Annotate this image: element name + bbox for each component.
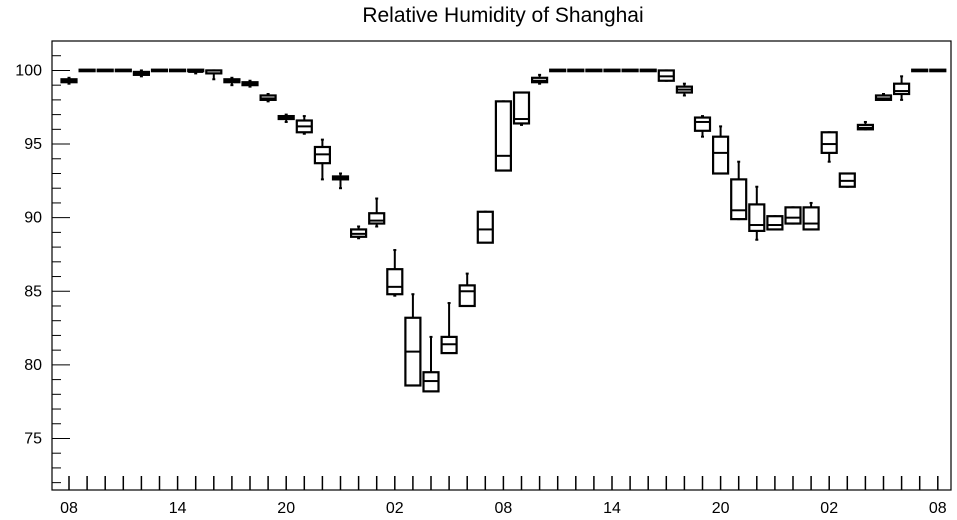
box-hour-10 [241, 79, 259, 88]
box-body [730, 178, 748, 221]
chart-title: Relative Humidity of Shanghai [362, 4, 644, 27]
x-tick-label: 02 [820, 500, 838, 517]
y-tick-label: 75 [24, 430, 42, 447]
box-hour-29 [585, 68, 603, 73]
box-body [368, 212, 386, 225]
box-body [784, 206, 802, 225]
box-hour-30 [603, 68, 621, 73]
box-hour-42 [820, 131, 838, 163]
box-hour-33 [657, 69, 675, 82]
box-hour-3 [114, 68, 132, 73]
box-body [892, 82, 911, 96]
box-hour-23 [476, 210, 494, 244]
box-hour-13 [295, 115, 313, 135]
boxes-layer [60, 68, 947, 393]
y-tick-label: 80 [24, 357, 42, 374]
box-hour-19 [404, 293, 422, 387]
box-hour-36 [711, 125, 730, 175]
box-hour-39 [766, 215, 784, 231]
box-body [766, 215, 784, 231]
box-hour-43 [838, 172, 856, 188]
box-body [748, 203, 766, 233]
box-body [458, 284, 476, 308]
box-hour-12 [277, 113, 295, 123]
x-tick-label: 08 [60, 500, 78, 517]
box-body [820, 131, 838, 154]
axes-layer: 75 80 85 90 95 100 08 14 20 02 08 14 20 02 08 [15, 40, 952, 517]
y-tick-label: 100 [15, 62, 42, 79]
box-hour-37 [730, 160, 748, 221]
box-hour-7 [187, 68, 205, 75]
box-body [512, 91, 531, 125]
box-hour-27 [549, 68, 567, 73]
box-hour-1 [78, 68, 96, 73]
box-body [693, 116, 712, 132]
box-hour-15 [331, 172, 350, 190]
x-tick-label: 14 [603, 500, 621, 517]
x-tick-label: 02 [386, 500, 404, 517]
box-hour-17 [368, 197, 386, 228]
box-hour-16 [350, 225, 368, 240]
box-hour-41 [802, 201, 820, 231]
box-hour-18 [386, 249, 404, 297]
box-hour-28 [567, 68, 585, 73]
box-hour-38 [748, 185, 766, 241]
box-hour-31 [621, 68, 639, 73]
x-tick-label: 20 [712, 500, 730, 517]
box-hour-44 [856, 120, 875, 131]
box-hour-47 [911, 68, 929, 73]
box-hour-32 [639, 68, 657, 73]
plot-frame [51, 40, 952, 491]
box-hour-46 [892, 75, 911, 101]
box-hour-48 [929, 68, 947, 73]
box-hour-20 [422, 335, 440, 393]
x-tick-label: 20 [277, 500, 295, 517]
box-hour-26 [530, 73, 549, 85]
box-body [386, 268, 404, 296]
box-hour-35 [693, 115, 712, 138]
box-hour-5 [150, 68, 169, 73]
box-hour-21 [440, 302, 458, 355]
x-tick-label: 14 [169, 500, 187, 517]
box-hour-25 [512, 91, 531, 126]
box-hour-6 [169, 68, 187, 73]
box-hour-4 [132, 69, 150, 78]
box-body [476, 210, 494, 244]
box-hour-14 [313, 138, 331, 181]
box-body [711, 135, 730, 175]
box-body [802, 206, 820, 231]
x-tick-label: 08 [495, 500, 513, 517]
box-hour-40 [784, 206, 802, 225]
y-tick-label: 95 [24, 136, 42, 153]
box-hour-45 [874, 92, 893, 101]
box-hour-0 [60, 76, 78, 85]
box-hour-8 [205, 69, 223, 81]
box-hour-2 [96, 68, 114, 73]
box-body [494, 100, 512, 172]
box-hour-11 [259, 92, 277, 103]
box-hour-9 [223, 76, 241, 87]
box-hour-34 [675, 82, 694, 97]
y-tick-label: 90 [24, 210, 42, 227]
box-hour-22 [458, 272, 476, 308]
x-tick-label: 08 [929, 500, 947, 517]
y-tick-label: 85 [24, 283, 42, 300]
box-hour-24 [494, 100, 512, 172]
